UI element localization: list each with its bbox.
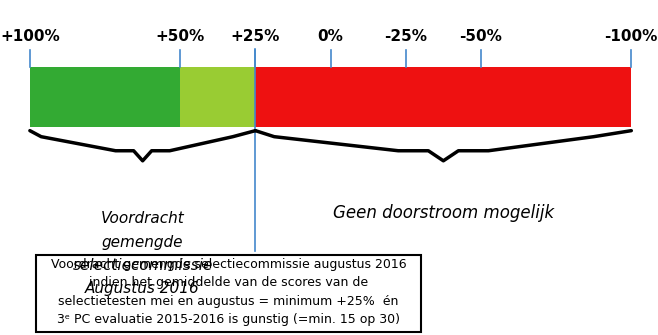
FancyBboxPatch shape	[30, 67, 180, 127]
Text: indien het gemiddelde van de scores van de: indien het gemiddelde van de scores van …	[89, 276, 368, 289]
Text: Geen doorstroom mogelijk: Geen doorstroom mogelijk	[333, 204, 554, 222]
Text: selectietesten mei en augustus = minimum +25%  én: selectietesten mei en augustus = minimum…	[58, 295, 399, 308]
Text: 3ᵉ PC evaluatie 2015-2016 is gunstig (=min. 15 op 30): 3ᵉ PC evaluatie 2015-2016 is gunstig (=m…	[57, 313, 400, 326]
Text: +50%: +50%	[155, 28, 205, 44]
Text: -100%: -100%	[605, 28, 658, 44]
Text: -25%: -25%	[384, 28, 427, 44]
Text: 0%: 0%	[318, 28, 343, 44]
Text: Voordracht: Voordracht	[101, 211, 184, 226]
Text: +100%: +100%	[0, 28, 60, 44]
Text: Augustus 2016: Augustus 2016	[86, 281, 200, 296]
FancyBboxPatch shape	[180, 67, 255, 127]
Text: -50%: -50%	[459, 28, 503, 44]
FancyBboxPatch shape	[255, 67, 631, 127]
Text: Voordracht gemengde selectiecommissie augustus 2016: Voordracht gemengde selectiecommissie au…	[51, 258, 406, 271]
Text: +25%: +25%	[231, 28, 280, 44]
Text: gemengde: gemengde	[102, 234, 184, 250]
Text: selectiecommissie: selectiecommissie	[72, 258, 213, 273]
FancyBboxPatch shape	[36, 255, 421, 332]
